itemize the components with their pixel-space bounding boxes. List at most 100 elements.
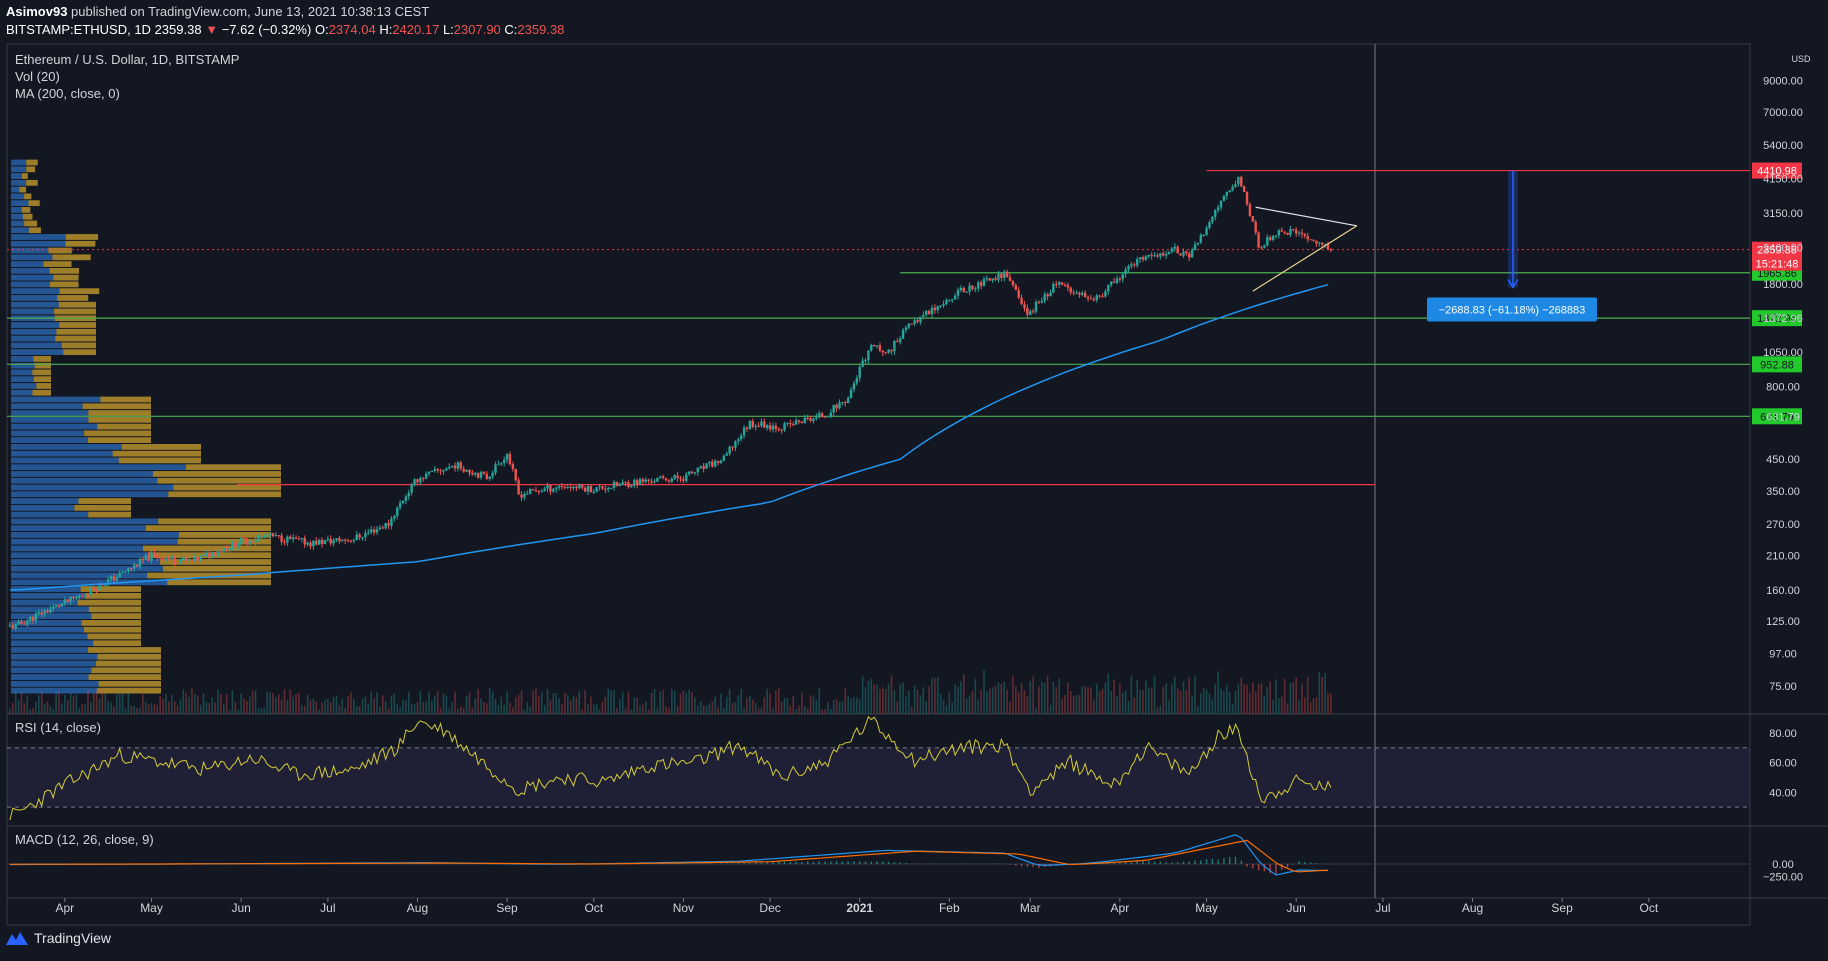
price-tick: 1800.00: [1763, 279, 1803, 291]
time-tick: Oct: [1639, 901, 1658, 915]
candle-body: [777, 428, 780, 430]
vp-bar-down: [34, 362, 51, 369]
vp-bar-up: [11, 193, 25, 200]
triangle-upper-line[interactable]: [1255, 206, 1357, 227]
candle-body: [193, 556, 197, 562]
vp-bar-down: [93, 640, 141, 647]
candle-body: [1153, 255, 1156, 257]
vp-bar-up: [11, 173, 22, 179]
vp-bar-up: [11, 308, 55, 315]
candle-body: [523, 494, 526, 498]
candle-body: [586, 486, 590, 492]
candle-body: [1263, 245, 1266, 248]
volume-bar: [1145, 680, 1147, 714]
vp-bar-down: [100, 396, 151, 403]
volume-bar: [332, 696, 335, 714]
candle-body: [343, 539, 347, 541]
time-tick: Dec: [759, 901, 780, 915]
drawings[interactable]: −2688.83 (−61.18%) −268883: [1252, 170, 1597, 322]
volume-bar: [945, 705, 948, 714]
time-tick: Jun: [231, 901, 250, 915]
legend-vol: Vol (20): [15, 69, 60, 84]
vp-bar-down: [74, 504, 131, 511]
vp-bar-up: [11, 200, 29, 207]
volume-bar: [803, 706, 806, 714]
volume-bar: [1205, 689, 1208, 714]
candle-body: [566, 486, 569, 488]
footer-brand[interactable]: TradingView: [34, 930, 112, 946]
volume-bar: [1324, 673, 1326, 714]
volume-bar: [639, 705, 641, 714]
candle-body: [1323, 244, 1327, 246]
horizontal-levels[interactable]: 4410.98 2359.38 1965.86 1372.96 952.88 631.79…: [7, 162, 1802, 486]
vp-bar-up: [11, 504, 75, 511]
candle-body: [1251, 215, 1255, 222]
candle-body: [164, 558, 168, 561]
volume-bar: [491, 691, 494, 714]
candle-body: [271, 533, 275, 537]
candle-body: [433, 469, 437, 471]
candle-body: [820, 413, 824, 417]
volume-bar: [679, 693, 682, 714]
macd-signal-line: [9, 839, 1329, 873]
candle-body: [832, 404, 835, 413]
candle-body: [132, 564, 136, 569]
volume-bar: [538, 696, 540, 714]
vp-bar-down: [97, 423, 151, 430]
volume-bar: [168, 701, 170, 714]
volume-bar: [367, 703, 370, 714]
triangle-lower-line[interactable]: [1252, 225, 1358, 292]
vp-bar-up: [11, 213, 23, 220]
candle-body: [1136, 259, 1139, 266]
candle-body: [1300, 232, 1304, 235]
price-level-tag: [1752, 162, 1802, 179]
candle-body: [208, 552, 211, 557]
candle-body: [135, 564, 139, 567]
candle-body: [971, 285, 974, 290]
price-level-label: 4410.98: [1757, 166, 1797, 178]
vp-bar-down: [98, 680, 161, 687]
candle-body: [1280, 230, 1283, 232]
volume-bar: [118, 693, 121, 714]
vp-bar-down: [142, 545, 271, 552]
candle-body: [72, 596, 75, 599]
candle-body: [864, 360, 867, 362]
candle-body: [1228, 190, 1231, 193]
volume-bar: [746, 697, 748, 714]
volume-bar: [662, 689, 664, 714]
volume-bar: [601, 701, 604, 714]
volume-bar: [1286, 703, 1289, 714]
candle-body: [797, 420, 801, 422]
candle-body: [468, 469, 471, 473]
volume-bar: [916, 689, 919, 714]
volume-bar: [613, 690, 615, 714]
volume-bar: [1043, 682, 1046, 714]
candle-body: [1320, 242, 1324, 245]
vp-bar-down: [49, 281, 79, 288]
candle-body: [349, 540, 353, 542]
vp-bar-up: [11, 403, 83, 410]
candle-body: [852, 383, 856, 390]
price-tick: 350.00: [1766, 486, 1800, 498]
volume-bar: [199, 704, 202, 714]
candle-body: [1020, 297, 1023, 305]
volume-bar: [46, 701, 49, 714]
candle-body: [1078, 292, 1081, 295]
volume-bar: [1226, 684, 1228, 714]
volume-bar: [884, 688, 887, 714]
candle-body: [930, 307, 934, 314]
candle-body: [560, 486, 564, 488]
volume-bar: [460, 706, 462, 714]
vp-bar-up: [11, 322, 60, 328]
vp-bar-down: [28, 200, 40, 207]
volume-bar: [295, 693, 297, 714]
author-name[interactable]: Asimov93: [6, 4, 68, 19]
candle-body: [78, 595, 81, 598]
time-tick: 2021: [846, 901, 873, 915]
candle-body: [31, 616, 35, 621]
candle-body: [1104, 291, 1107, 297]
volume-bar: [1165, 683, 1167, 714]
price-tick: 210.00: [1766, 551, 1800, 563]
volume-bar: [136, 708, 138, 714]
